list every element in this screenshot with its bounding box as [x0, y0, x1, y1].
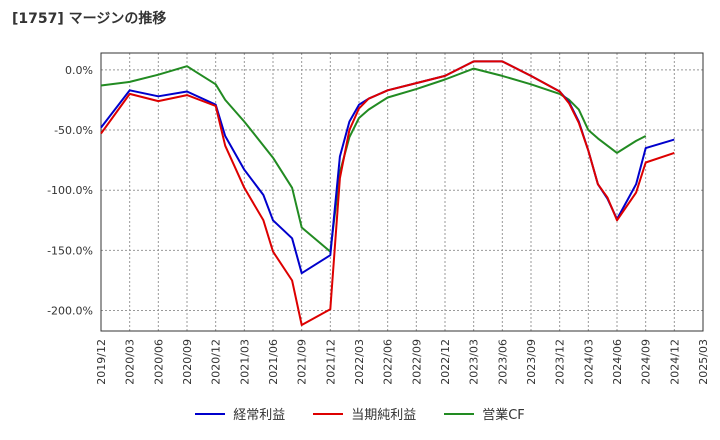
x-tick-label: 2024/06: [611, 339, 624, 385]
legend-line-junrieki: [313, 412, 344, 415]
x-tick-label: 2021/03: [238, 339, 251, 385]
x-tick-label: 2019/12: [95, 339, 108, 385]
y-tick-label: -150.0%: [47, 244, 93, 257]
x-tick-label: 2024/03: [582, 339, 595, 385]
x-tick-label: 2022/06: [382, 339, 395, 385]
x-tick-label: 2022/03: [353, 339, 366, 385]
x-tick-label: 2021/06: [267, 339, 280, 385]
plot-frame: [100, 52, 704, 332]
x-tick-label: 2023/12: [554, 339, 567, 385]
x-tick-label: 2020/06: [152, 339, 165, 385]
legend-label-junrieki: 当期純利益: [351, 408, 417, 423]
x-tick-label: 2021/09: [296, 339, 309, 385]
legend: 経常利益 当期純利益 営業CF: [0, 404, 720, 423]
series-line-junrieki: [100, 60, 675, 326]
y-tick-label: -200.0%: [47, 305, 93, 318]
legend-label-keijo: 経常利益: [233, 408, 286, 423]
y-tick-label: -100.0%: [47, 184, 93, 197]
legend-item-eigyo-cf: 営業CF: [444, 404, 525, 423]
x-tick-label: 2020/03: [124, 339, 137, 385]
legend-line-keijo: [195, 412, 226, 415]
legend-item-keijo: 経常利益: [195, 404, 285, 423]
legend-label-eigyo-cf: 営業CF: [482, 408, 525, 423]
y-tick-label: -50.0%: [54, 124, 93, 137]
x-tick-label: 2023/06: [496, 339, 509, 385]
x-tick-label: 2022/09: [410, 339, 423, 385]
x-tick-label: 2020/09: [181, 339, 194, 385]
x-tick-label: 2020/12: [210, 339, 223, 385]
legend-line-eigyo-cf: [444, 412, 475, 415]
x-tick-label: 2025/03: [697, 339, 710, 385]
chart-title: [1757] マージンの推移: [12, 11, 167, 27]
series-line-eigyo-cf: [100, 65, 647, 253]
x-tick-label: 2023/09: [525, 339, 538, 385]
legend-item-junrieki: 当期純利益: [313, 404, 416, 423]
x-tick-label: 2024/09: [640, 339, 653, 385]
x-tick-label: 2021/12: [324, 339, 337, 385]
x-tick-label: 2022/12: [439, 339, 452, 385]
y-tick-label: 0.0%: [65, 64, 93, 77]
x-tick-label: 2024/12: [668, 339, 681, 385]
x-tick-label: 2023/03: [468, 339, 481, 385]
